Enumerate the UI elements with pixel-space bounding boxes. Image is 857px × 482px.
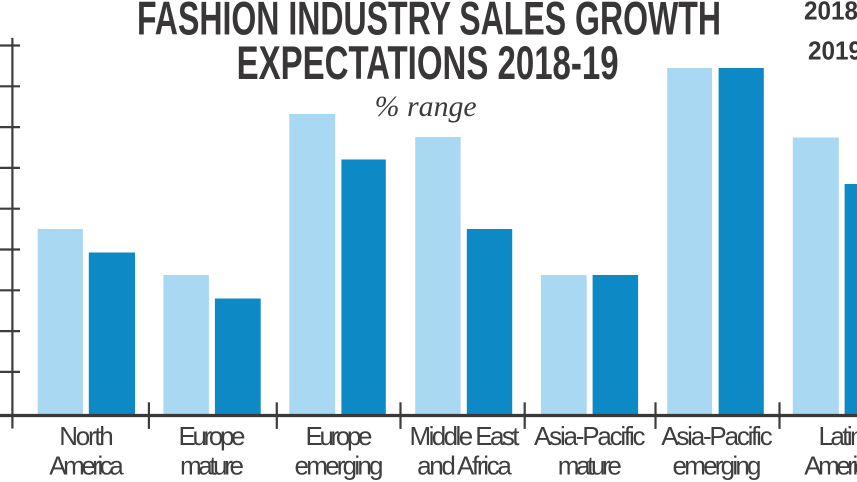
svg-text:mature: mature <box>558 451 622 481</box>
svg-text:mature: mature <box>180 451 244 481</box>
svg-text:Middle East: Middle East <box>410 421 521 451</box>
svg-text:America: America <box>804 451 857 481</box>
svg-text:% range: % range <box>375 91 477 123</box>
svg-text:North: North <box>59 421 114 451</box>
svg-text:Latin: Latin <box>819 421 857 451</box>
svg-text:2019: 2019 <box>808 37 857 65</box>
svg-text:emerging: emerging <box>295 451 384 481</box>
svg-text:Asia-Pacific: Asia-Pacific <box>534 421 646 451</box>
svg-text:emerging: emerging <box>673 451 762 481</box>
svg-text:FASHION INDUSTRY SALES GROWTH: FASHION INDUSTRY SALES GROWTH <box>137 0 721 45</box>
svg-text:America: America <box>49 451 124 481</box>
svg-text:Europe: Europe <box>306 421 373 451</box>
svg-text:and Africa: and Africa <box>417 451 512 481</box>
svg-text:Europe: Europe <box>179 421 246 451</box>
svg-text:2018: 2018 <box>804 0 857 26</box>
svg-text:Asia-Pacific: Asia-Pacific <box>661 421 773 451</box>
svg-text:EXPECTATIONS 2018-19: EXPECTATIONS 2018-19 <box>237 37 619 90</box>
